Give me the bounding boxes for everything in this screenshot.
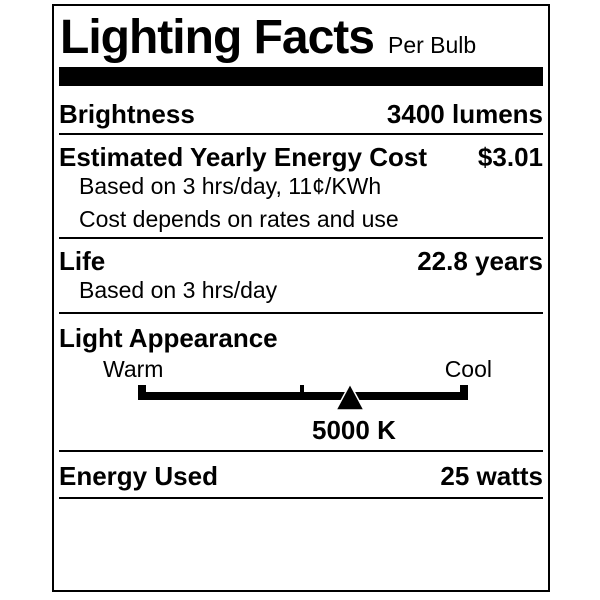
energy-cost-row: Estimated Yearly Energy Cost $3.01 xyxy=(59,143,543,171)
lighting-facts-label: Lighting Facts Per Bulb Brightness 3400 … xyxy=(52,4,550,592)
energy-used-value: 25 watts xyxy=(440,461,543,491)
energy-cost-label: Estimated Yearly Energy Cost xyxy=(59,142,428,172)
life-row: Life 22.8 years xyxy=(59,247,543,275)
label-title: Lighting Facts xyxy=(60,11,375,64)
scale-right-endcap xyxy=(460,385,468,400)
energy-used-row: Energy Used 25 watts xyxy=(59,462,543,490)
title-row: Lighting Facts Per Bulb xyxy=(60,14,543,62)
life-value: 22.8 years xyxy=(417,246,543,276)
energy-cost-note-basis: Based on 3 hrs/day, 11¢/KWh xyxy=(79,173,382,199)
warm-cool-row: Warm Cool xyxy=(59,357,543,381)
divider xyxy=(59,450,543,452)
kelvin-value: 5000 K xyxy=(312,415,396,445)
scale-bar xyxy=(138,392,468,400)
life-note-basis: Based on 3 hrs/day xyxy=(79,277,278,303)
life-label: Life xyxy=(59,246,106,276)
energy-used-label: Energy Used xyxy=(59,461,218,491)
energy-cost-value: $3.01 xyxy=(477,142,543,172)
per-bulb-subtitle: Per Bulb xyxy=(387,32,477,58)
color-temperature-scale xyxy=(138,382,468,411)
divider xyxy=(59,237,543,239)
divider xyxy=(59,497,543,499)
temperature-marker-icon xyxy=(334,382,366,411)
warm-label: Warm xyxy=(103,356,164,382)
cool-label: Cool xyxy=(444,356,492,382)
brightness-row: Brightness 3400 lumens xyxy=(59,99,543,129)
divider xyxy=(59,133,543,135)
divider xyxy=(59,312,543,314)
brightness-label: Brightness xyxy=(59,99,195,129)
brightness-value: 3400 lumens xyxy=(386,99,543,129)
light-appearance-heading: Light Appearance xyxy=(59,323,278,353)
energy-cost-note-disclaimer: Cost depends on rates and use xyxy=(79,206,399,232)
header-black-bar xyxy=(59,67,543,86)
scale-midpoint-tick xyxy=(300,385,304,394)
scale-left-endcap xyxy=(138,385,146,400)
